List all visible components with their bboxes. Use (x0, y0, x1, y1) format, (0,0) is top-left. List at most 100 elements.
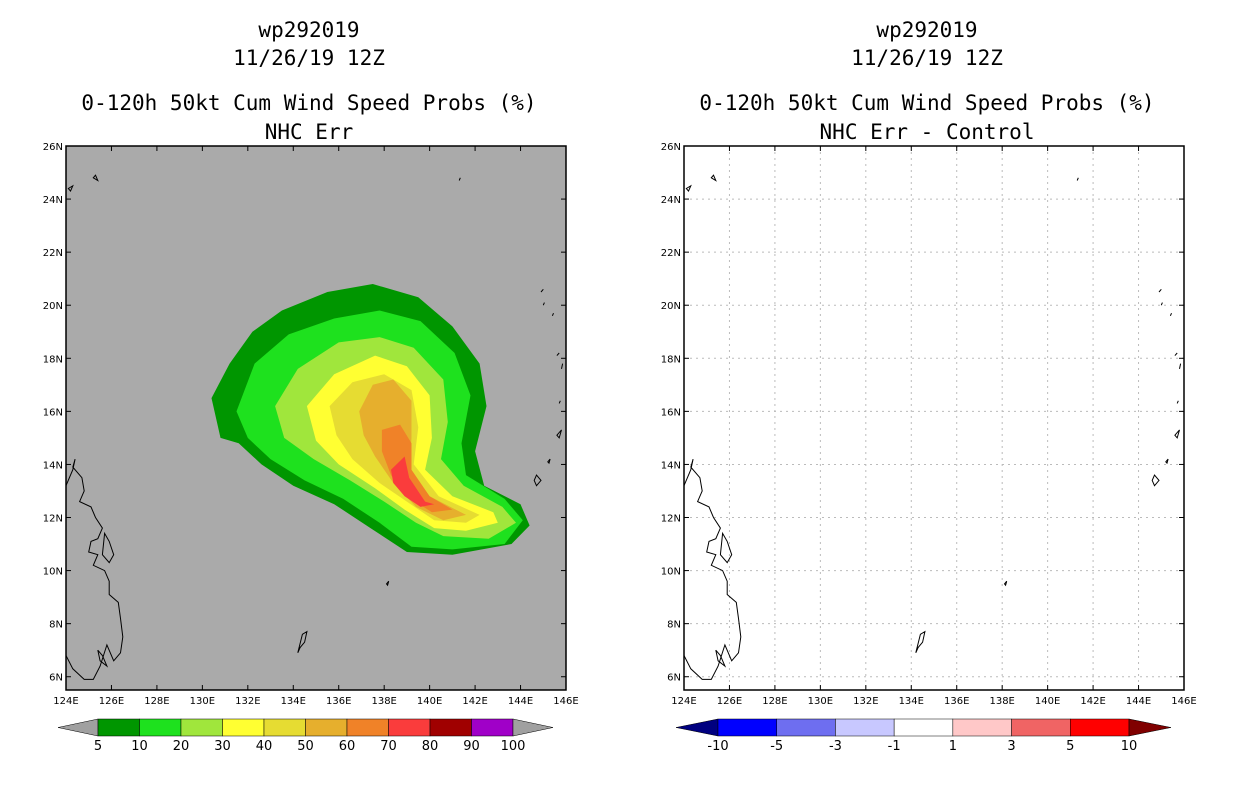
storm-id-title: wp292019 (258, 18, 360, 42)
coastline (92, 174, 99, 182)
colorbar-segment (346, 718, 389, 737)
colorbar-label: -10 (707, 739, 728, 754)
coastline (683, 458, 742, 680)
lat-label: 14N (661, 460, 681, 471)
colorbar-segment (1011, 718, 1071, 737)
coastline (556, 429, 562, 439)
colorbar-max-arrow (1128, 718, 1172, 737)
lat-label: 18N (661, 354, 681, 365)
lon-label: 134E (281, 696, 306, 707)
lon-label: 132E (853, 696, 878, 707)
lon-label: 140E (417, 696, 442, 707)
probability-contour-60 (381, 424, 453, 513)
colorbar-segment (139, 718, 182, 737)
lon-label: 130E (808, 696, 833, 707)
lat-label: 22N (661, 248, 681, 259)
coastline (65, 458, 124, 680)
lat-label: 24N (661, 195, 681, 206)
colorbar-label: 20 (173, 739, 190, 754)
coastline (1179, 363, 1182, 370)
probability-map: 124E 126E 128E 130E 132E 134E 136E 138E 140E 142E… (43, 142, 579, 754)
lon-label: 144E (508, 696, 533, 707)
coastline (101, 531, 115, 564)
lon-label: 144E (1126, 696, 1151, 707)
difference-map: 124E 126E 128E 130E 132E 134E 136E 138E 140E 142E… (661, 142, 1197, 754)
colorbar-label: 90 (463, 739, 480, 754)
lon-label: 138E (371, 696, 396, 707)
lon-label: 130E (190, 696, 215, 707)
colorbar-segment (835, 718, 895, 737)
colorbar-segment (717, 718, 777, 737)
lon-label: 128E (762, 696, 787, 707)
lon-label: 126E (99, 696, 124, 707)
colorbar-segment (97, 718, 140, 737)
colorbar-label: 70 (380, 739, 397, 754)
subtitle: NHC Err - Control (819, 120, 1035, 144)
colorbar-label: -5 (770, 739, 783, 754)
lat-label: 14N (43, 460, 63, 471)
coastline (719, 531, 733, 564)
colorbar-label: 50 (297, 739, 314, 754)
colorbar-min-arrow (57, 718, 99, 737)
coastline (715, 649, 727, 668)
colorbar-label: 10 (1121, 739, 1138, 754)
colorbar-label: -1 (888, 739, 901, 754)
coastline (558, 400, 561, 404)
datetime-title: 11/26/19 12Z (851, 46, 1003, 70)
coastline (67, 184, 74, 193)
colorbar-label: 30 (214, 739, 231, 754)
lat-label: 20N (661, 301, 681, 312)
coastline (1003, 580, 1008, 587)
lat-label: 20N (43, 301, 63, 312)
colorbar-segment (429, 718, 472, 737)
lon-label: 136E (326, 696, 351, 707)
colorbar-max-arrow (512, 718, 554, 737)
colorbar-segment (263, 718, 306, 737)
lat-label: 6N (49, 673, 63, 684)
datetime-title: 11/26/19 12Z (233, 46, 385, 70)
lat-label: 6N (667, 673, 681, 684)
left-panel: wp292019 11/26/19 12Z 0-120h 50kt Cum Wi… (43, 18, 579, 754)
lon-label: 146E (1171, 696, 1196, 707)
subtitle: NHC Err (264, 120, 354, 144)
map-frame (65, 145, 567, 691)
colorbar-segment (1070, 718, 1130, 737)
colorbar-segment (180, 718, 223, 737)
colorbar-segment (952, 718, 1012, 737)
lat-label: 8N (667, 620, 681, 631)
lat-label: 26N (661, 142, 681, 153)
lon-label: 128E (144, 696, 169, 707)
lat-label: 16N (43, 407, 63, 418)
coastline (1174, 429, 1180, 439)
coastline (533, 474, 542, 487)
colorbar-label: 80 (422, 739, 439, 754)
lat-label: 10N (43, 567, 63, 578)
storm-id-title: wp292019 (876, 18, 978, 42)
coastline (97, 649, 109, 668)
coastline (458, 177, 461, 181)
coastline (1174, 352, 1178, 356)
lon-label: 138E (989, 696, 1014, 707)
colorbar-label: -3 (829, 739, 842, 754)
lat-label: 24N (43, 195, 63, 206)
coastline (551, 313, 554, 316)
coastline (547, 458, 551, 465)
coastline (915, 630, 926, 653)
coastline (1151, 474, 1160, 487)
colorbar-segment (305, 718, 348, 737)
colorbar-label: 1 (949, 739, 957, 754)
map-background (684, 146, 1184, 690)
colorbar-segment (388, 718, 431, 737)
colorbar-label: 5 (1066, 739, 1074, 754)
lat-label: 18N (43, 354, 63, 365)
colorbar-label: 5 (94, 739, 102, 754)
coastline (1169, 313, 1172, 316)
lon-label: 140E (1035, 696, 1060, 707)
map-frame (683, 145, 1185, 691)
colorbar-label: 10 (131, 739, 148, 754)
lon-label: 124E (53, 696, 78, 707)
colorbar-segment (222, 718, 265, 737)
lat-label: 10N (661, 567, 681, 578)
colorbar-segment (471, 718, 514, 737)
lon-label: 146E (553, 696, 578, 707)
